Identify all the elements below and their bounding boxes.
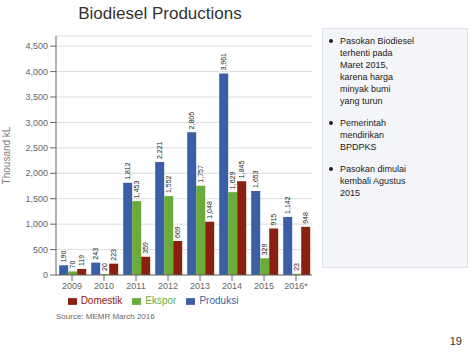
svg-text:2,000: 2,000 xyxy=(25,168,48,178)
svg-text:2009: 2009 xyxy=(62,281,82,291)
html-text:Domestik: Domestik xyxy=(80,295,123,306)
svg-text:2,221: 2,221 xyxy=(156,141,163,159)
svg-text:4,000: 4,000 xyxy=(25,67,48,77)
svg-text:2010: 2010 xyxy=(94,281,114,291)
svg-text:1,812: 1,812 xyxy=(124,162,131,180)
svg-text:2014: 2014 xyxy=(222,281,242,291)
svg-text:915: 915 xyxy=(270,214,277,226)
svg-text:1,048: 1,048 xyxy=(206,201,213,219)
svg-text:190: 190 xyxy=(60,251,67,263)
svg-text:4,500: 4,500 xyxy=(25,41,48,51)
svg-text:2015: 2015 xyxy=(254,281,274,291)
html-text:19: 19 xyxy=(449,335,462,347)
svg-text:2013: 2013 xyxy=(190,281,210,291)
svg-text:669: 669 xyxy=(174,226,181,238)
svg-text:2,500: 2,500 xyxy=(25,143,48,153)
svg-text:119: 119 xyxy=(78,255,85,266)
svg-text:948: 948 xyxy=(302,212,309,224)
svg-text:1,845: 1,845 xyxy=(238,161,245,179)
svg-text:3,500: 3,500 xyxy=(25,92,48,102)
svg-text:1,629: 1,629 xyxy=(229,172,236,190)
svg-text:2012: 2012 xyxy=(158,281,178,291)
svg-text:1,653: 1,653 xyxy=(252,170,259,188)
svg-text:1,552: 1,552 xyxy=(165,175,172,193)
svg-text:3,961: 3,961 xyxy=(220,53,227,71)
svg-text:1,757: 1,757 xyxy=(197,165,204,183)
svg-text:1,142: 1,142 xyxy=(284,196,291,214)
html-text:Source: MEMR March 2016: Source: MEMR March 2016 xyxy=(56,312,155,321)
svg-text:329: 329 xyxy=(261,243,268,255)
svg-text:2,805: 2,805 xyxy=(188,112,195,130)
html-text:Ekspor: Ekspor xyxy=(145,295,177,306)
svg-text:500: 500 xyxy=(33,245,48,255)
svg-text:223: 223 xyxy=(110,249,117,261)
svg-text:3,000: 3,000 xyxy=(25,118,48,128)
html-text:Biodiesel Productions: Biodiesel Productions xyxy=(78,4,242,23)
html-text:Pasokan dimulai kembali Agustu: Pasokan dimulai kembali Agustus 2015 xyxy=(340,164,406,198)
html-text:Produksi: Produksi xyxy=(199,295,239,306)
svg-text:2011: 2011 xyxy=(126,281,145,291)
svg-text:70: 70 xyxy=(69,261,76,269)
svg-text:2016*: 2016* xyxy=(284,281,308,291)
svg-text:20: 20 xyxy=(101,263,108,271)
svg-text:1,500: 1,500 xyxy=(25,194,48,204)
html-text:Pemerintah mendirikan BPDPKS: Pemerintah mendirikan BPDPKS xyxy=(340,118,386,152)
svg-text:Thousand kL: Thousand kL xyxy=(8,126,12,184)
svg-text:359: 359 xyxy=(142,242,149,254)
svg-text:243: 243 xyxy=(92,248,99,260)
svg-text:0: 0 xyxy=(43,270,48,280)
svg-text:23: 23 xyxy=(293,263,300,271)
svg-text:1,453: 1,453 xyxy=(133,180,140,198)
html-text:Pasokan Biodiesel terhenti pad: Pasokan Biodiesel terhenti pada Maret 20… xyxy=(340,36,415,106)
svg-text:1,000: 1,000 xyxy=(25,219,48,229)
